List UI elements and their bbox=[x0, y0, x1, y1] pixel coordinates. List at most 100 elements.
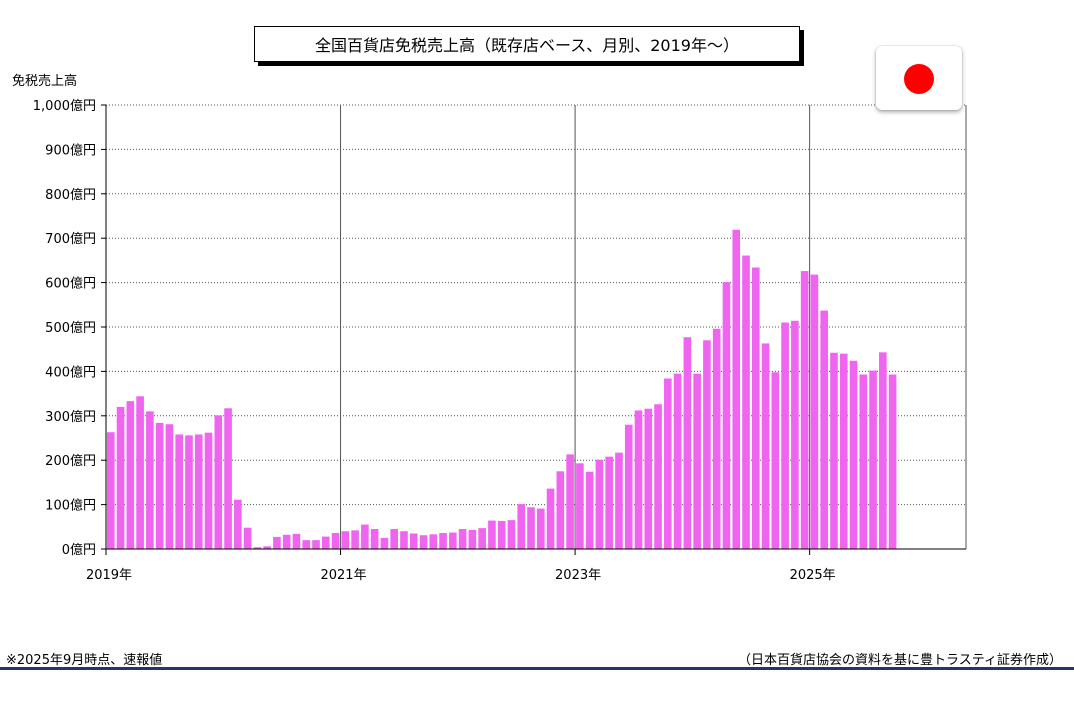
bar-2021-01 bbox=[341, 531, 350, 549]
bar-2021-05 bbox=[380, 537, 389, 549]
y-tick-label: 700億円 bbox=[45, 231, 96, 247]
bar-2022-11 bbox=[556, 471, 565, 549]
x-tick-labels: 2019年 2021年 2023年 2025年 bbox=[86, 568, 836, 583]
bar-2024-11 bbox=[791, 320, 799, 549]
bar-2019-10 bbox=[194, 434, 203, 549]
x-tick-label: 2023年 bbox=[555, 568, 601, 583]
bar-2025-07 bbox=[869, 370, 877, 549]
bar-2025-08 bbox=[879, 352, 887, 549]
bar-2019-04 bbox=[136, 396, 144, 549]
y-tick-label: 500億円 bbox=[45, 320, 96, 336]
bottom-rule bbox=[0, 667, 1074, 670]
bar-2019-02 bbox=[116, 406, 125, 549]
y-tick-label: 1,000億円 bbox=[33, 98, 96, 114]
red-sun-circle bbox=[904, 64, 934, 94]
bar-2021-11 bbox=[439, 533, 447, 549]
bar-2024-12 bbox=[800, 271, 809, 549]
bar-2021-07 bbox=[400, 531, 408, 549]
bar-2025-05 bbox=[849, 360, 858, 549]
y-tick-label: 0億円 bbox=[62, 542, 96, 558]
bar-2023-04 bbox=[605, 456, 614, 549]
bar-2019-12 bbox=[214, 415, 223, 549]
y-tick-label: 800億円 bbox=[45, 187, 96, 203]
bar-2023-10 bbox=[664, 378, 672, 549]
bar-2023-02 bbox=[585, 471, 594, 549]
bar-2020-09 bbox=[302, 540, 311, 549]
bar-2023-11 bbox=[673, 373, 682, 549]
bar-2019-07 bbox=[165, 424, 174, 549]
bar-2022-12 bbox=[566, 454, 574, 549]
bar-2024-07 bbox=[751, 267, 760, 549]
bar-2022-08 bbox=[527, 507, 535, 549]
bar-2021-06 bbox=[390, 529, 399, 549]
footnote: ※2025年9月時点、速報値 bbox=[6, 653, 163, 668]
bar-2024-10 bbox=[781, 322, 789, 549]
bar-2019-08 bbox=[175, 434, 184, 549]
bar-2020-07 bbox=[282, 534, 291, 549]
bar-2023-05 bbox=[615, 452, 623, 549]
bar-2020-12 bbox=[331, 533, 340, 549]
bar-2019-11 bbox=[204, 432, 213, 549]
x-tick-label: 2025年 bbox=[790, 568, 836, 583]
bar-2023-03 bbox=[595, 459, 604, 549]
y-tick-label: 900億円 bbox=[45, 142, 96, 158]
bar-2022-10 bbox=[546, 488, 555, 549]
grid-lines bbox=[106, 104, 967, 549]
bar-2020-04 bbox=[253, 547, 262, 549]
bar-2022-05 bbox=[497, 521, 506, 549]
bar-2024-03 bbox=[712, 328, 721, 549]
bar-2024-05 bbox=[732, 229, 741, 549]
bar-2025-02 bbox=[820, 310, 829, 549]
bar-2019-01 bbox=[106, 432, 115, 549]
bar-2022-07 bbox=[517, 504, 526, 549]
bar-2023-01 bbox=[576, 463, 584, 549]
axes bbox=[101, 104, 966, 555]
bar-2020-03 bbox=[243, 527, 252, 549]
bar-2022-03 bbox=[478, 528, 486, 549]
bar-2020-08 bbox=[292, 533, 301, 549]
y-tick-label: 300億円 bbox=[45, 409, 96, 425]
bar-2025-04 bbox=[839, 353, 848, 549]
bar-2021-02 bbox=[351, 530, 359, 549]
bar-2021-12 bbox=[449, 532, 457, 549]
bar-2024-08 bbox=[761, 343, 770, 549]
bar-2020-06 bbox=[273, 537, 281, 549]
bar-2021-09 bbox=[419, 535, 428, 549]
bar-2025-01 bbox=[810, 274, 819, 549]
chart-title: 全国百貨店免税売上高（既存店ベース、月別、2019年～） bbox=[254, 26, 800, 62]
bars bbox=[106, 229, 897, 550]
bar-2023-07 bbox=[634, 410, 643, 549]
bar-2024-01 bbox=[693, 373, 701, 549]
bar-2020-10 bbox=[312, 540, 320, 549]
bar-2020-01 bbox=[224, 408, 232, 549]
bar-2019-05 bbox=[146, 411, 154, 549]
bar-2021-10 bbox=[429, 534, 438, 549]
bar-2022-06 bbox=[507, 520, 516, 549]
bar-2020-02 bbox=[234, 499, 242, 549]
y-tick-label: 100億円 bbox=[45, 498, 96, 514]
y-tick-label: 200億円 bbox=[45, 453, 96, 469]
x-tick-label: 2019年 bbox=[86, 568, 132, 583]
bar-2025-03 bbox=[830, 352, 838, 549]
bar-2024-06 bbox=[742, 255, 750, 550]
y-tick-label: 400億円 bbox=[45, 364, 96, 380]
bar-2024-04 bbox=[722, 282, 731, 549]
bar-2021-03 bbox=[361, 524, 369, 549]
bar-2023-12 bbox=[683, 337, 692, 549]
source-note: （日本百貨店協会の資料を基に豊トラスティ証券作成） bbox=[738, 653, 1062, 668]
bar-2019-09 bbox=[185, 435, 193, 549]
y-tick-label: 600億円 bbox=[45, 276, 96, 292]
bar-2023-08 bbox=[644, 408, 653, 549]
bar-2025-09 bbox=[888, 374, 897, 549]
bar-2020-11 bbox=[321, 536, 330, 549]
bar-2022-04 bbox=[488, 520, 496, 549]
bar-2019-06 bbox=[155, 422, 164, 549]
bar-2019-03 bbox=[126, 401, 135, 549]
bar-2023-06 bbox=[624, 424, 633, 549]
bar-2022-09 bbox=[536, 508, 545, 549]
bar-2025-06 bbox=[859, 374, 868, 549]
y-tick-labels: 0億円 100億円 200億円 300億円 400億円 500億円 600億円 700億円 80… bbox=[33, 98, 96, 558]
y-axis-label: 免税売上高 bbox=[12, 74, 78, 89]
bar-2024-02 bbox=[703, 340, 711, 549]
